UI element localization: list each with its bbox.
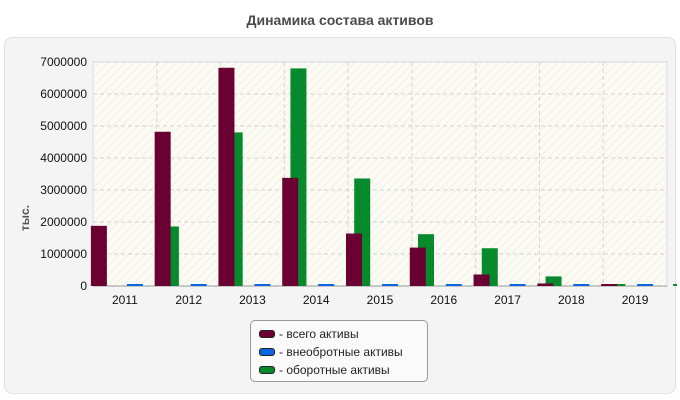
- y-axis-label: тыс.: [18, 204, 32, 232]
- bar-2013-series-0: [218, 67, 235, 286]
- plot-area: 0 1000000 2000000 3000000 4000000 5000000 6000…: [40, 55, 677, 307]
- y-tick-label: 3000000: [40, 183, 87, 197]
- x-tick-label: 2018: [558, 293, 585, 307]
- bars: [90, 67, 677, 287]
- bar-2016-series-1: [445, 284, 462, 286]
- bar-2019-series-1: [637, 284, 654, 286]
- plot-background: [92, 61, 668, 287]
- x-tick-label: 2012: [175, 293, 202, 307]
- x-tick-label: 2017: [494, 293, 521, 307]
- x-tick-label: 2011: [112, 293, 138, 307]
- bar-2017-series-0: [473, 274, 490, 286]
- chart-panel: 0 1000000 2000000 3000000 4000000 5000000 6000…: [4, 37, 677, 394]
- y-tick-label: 5000000: [40, 119, 87, 133]
- legend-item-total-assets: - всего активы: [259, 325, 427, 343]
- bar-2011-series-0: [90, 225, 107, 286]
- legend-item-noncurrent-assets: - внеобротные активы: [259, 343, 427, 361]
- bar-2017-series-1: [509, 284, 526, 286]
- bar-2015-series-1: [382, 284, 398, 286]
- y-tick-label: 4000000: [40, 151, 87, 165]
- legend-label: - всего активы: [279, 327, 359, 341]
- x-tick-label: 2014: [303, 293, 330, 307]
- bar-2017-series-2: [545, 276, 562, 286]
- legend-item-current-assets: - оборотные активы: [259, 361, 427, 379]
- bar-2018-series-1: [573, 284, 590, 286]
- y-tick-label: 7000000: [40, 55, 87, 69]
- y-tick-labels: 0 1000000 2000000 3000000 4000000 5000000 6000…: [40, 55, 87, 293]
- x-tick-labels: 2011 2012 2013 2014 2015 2016 2017 2018 2019: [112, 293, 649, 307]
- bar-2013-series-1: [254, 284, 271, 286]
- bar-2018-series-2: [609, 284, 626, 286]
- bar-2015-series-0: [346, 233, 362, 286]
- legend-swatch: [259, 366, 275, 374]
- bar-2016-series-0: [409, 247, 426, 286]
- bar-2011-series-1: [126, 284, 143, 286]
- grid-lines: [93, 61, 667, 287]
- x-tick-label: 2019: [622, 293, 649, 307]
- legend-swatch: [259, 330, 275, 338]
- bar-2012-series-1: [190, 284, 207, 286]
- y-tick-label: 6000000: [40, 87, 87, 101]
- y-tick-label: 1000000: [40, 247, 87, 261]
- bar-2018-series-0: [537, 283, 554, 286]
- legend-label: - внеобротные активы: [279, 345, 403, 359]
- bar-2019-series-0: [601, 284, 618, 286]
- legend-swatch: [259, 348, 275, 356]
- bar-2014-series-0: [282, 177, 299, 286]
- legend: - всего активы - внеобротные активы - об…: [250, 320, 428, 382]
- bar-2019-series-2: [673, 284, 677, 286]
- y-tick-label: 2000000: [40, 215, 87, 229]
- x-tick-label: 2013: [239, 293, 266, 307]
- bar-2012-series-0: [154, 131, 171, 286]
- y-tick-label: 0: [80, 279, 87, 293]
- bar-2014-series-1: [318, 284, 335, 286]
- chart-title: Динамика состава активов: [246, 12, 434, 28]
- x-tick-label: 2015: [367, 293, 394, 307]
- x-tick-label: 2016: [430, 293, 457, 307]
- legend-label: - оборотные активы: [279, 363, 390, 377]
